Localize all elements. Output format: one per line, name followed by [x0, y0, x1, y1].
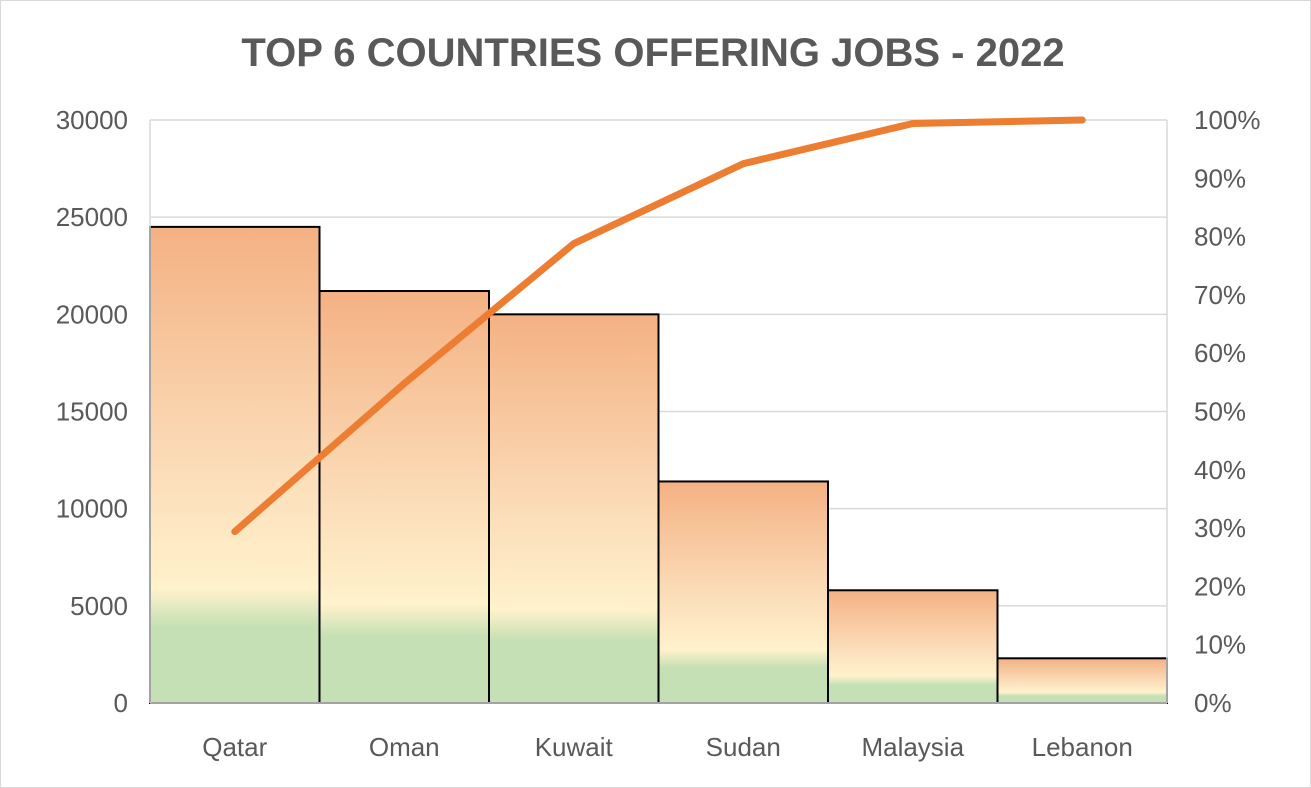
- bar-lebanon: [996, 657, 1168, 705]
- y2-tick-label: 50%: [1194, 397, 1246, 427]
- y2-tick-label: 70%: [1194, 280, 1246, 310]
- axes: [149, 120, 1168, 704]
- y2-tick-label: 90%: [1194, 163, 1246, 193]
- y2-tick-label: 60%: [1194, 338, 1246, 368]
- x-tick-label: Kuwait: [535, 732, 614, 762]
- x-axis-ticks: Qatar Oman Kuwait Sudan Malaysia Lebanon: [202, 732, 1133, 762]
- y2-tick-label: 40%: [1194, 455, 1246, 485]
- cumulative-line: [231, 116, 1086, 536]
- bar-kuwait: [488, 313, 660, 704]
- x-tick-label: Malaysia: [861, 732, 964, 762]
- x-tick-label: Qatar: [202, 732, 267, 762]
- y-tick-label: 10000: [56, 494, 128, 524]
- y-tick-label: 15000: [56, 397, 128, 427]
- x-tick-label: Sudan: [706, 732, 781, 762]
- bars: [149, 225, 1168, 705]
- y-tick-label: 25000: [56, 202, 128, 232]
- bar-oman: [318, 290, 490, 704]
- bar-sudan: [657, 480, 829, 704]
- x-tick-label: Oman: [369, 732, 440, 762]
- y-tick-label: 30000: [56, 105, 128, 135]
- y2-tick-label: 10%: [1194, 630, 1246, 660]
- y2-tick-label: 0%: [1194, 688, 1232, 718]
- y2-axis-ticks: 0% 10% 20% 30% 40% 50% 60% 70% 80% 90% 100%: [1194, 105, 1261, 718]
- y2-tick-label: 80%: [1194, 222, 1246, 252]
- y-axis-ticks: 0 5000 10000 15000 20000 25000 30000: [56, 105, 128, 718]
- bar-malaysia: [827, 589, 999, 705]
- y2-tick-label: 30%: [1194, 513, 1246, 543]
- cumulative-percent-line: [231, 116, 1086, 536]
- chart-title: TOP 6 COUNTRIES OFFERING JOBS - 2022: [241, 31, 1064, 75]
- y2-tick-label: 100%: [1194, 105, 1261, 135]
- y-tick-label: 20000: [56, 299, 128, 329]
- y-tick-label: 5000: [70, 591, 128, 621]
- bar-qatar: [149, 225, 321, 704]
- x-tick-label: Lebanon: [1032, 732, 1133, 762]
- y2-tick-label: 20%: [1194, 571, 1246, 601]
- y-tick-label: 0: [114, 688, 128, 718]
